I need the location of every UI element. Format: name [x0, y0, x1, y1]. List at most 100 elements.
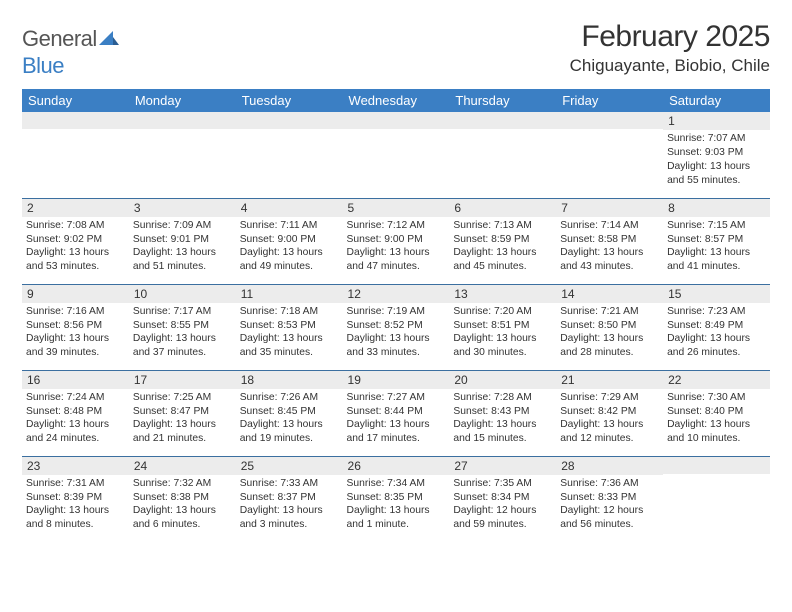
- location: Chiguayante, Biobio, Chile: [570, 56, 770, 76]
- daylight-text: Daylight: 13 hours and 3 minutes.: [240, 504, 339, 532]
- sunrise-text: Sunrise: 7:20 AM: [453, 305, 552, 319]
- daylight-text: Daylight: 13 hours and 8 minutes.: [26, 504, 125, 532]
- daylight-text: Daylight: 13 hours and 49 minutes.: [240, 246, 339, 274]
- day-content: Sunrise: 7:16 AMSunset: 8:56 PMDaylight:…: [22, 303, 129, 365]
- calendar-week-row: 16Sunrise: 7:24 AMSunset: 8:48 PMDayligh…: [22, 370, 770, 456]
- day-number: 15: [663, 285, 770, 303]
- day-number: 12: [343, 285, 450, 303]
- sunset-text: Sunset: 8:34 PM: [453, 491, 552, 505]
- daylight-text: Daylight: 13 hours and 26 minutes.: [667, 332, 766, 360]
- calendar-day-cell: [236, 112, 343, 198]
- sunset-text: Sunset: 8:33 PM: [560, 491, 659, 505]
- sunset-text: Sunset: 8:42 PM: [560, 405, 659, 419]
- calendar-table: Sunday Monday Tuesday Wednesday Thursday…: [22, 89, 770, 542]
- day-number: 18: [236, 371, 343, 389]
- daylight-text: Daylight: 13 hours and 45 minutes.: [453, 246, 552, 274]
- logo: GeneralBlue: [22, 26, 119, 79]
- day-number: 8: [663, 199, 770, 217]
- calendar-day-cell: 2Sunrise: 7:08 AMSunset: 9:02 PMDaylight…: [22, 198, 129, 284]
- day-number: 7: [556, 199, 663, 217]
- day-content: Sunrise: 7:18 AMSunset: 8:53 PMDaylight:…: [236, 303, 343, 365]
- calendar-day-cell: 20Sunrise: 7:28 AMSunset: 8:43 PMDayligh…: [449, 370, 556, 456]
- calendar-day-cell: 3Sunrise: 7:09 AMSunset: 9:01 PMDaylight…: [129, 198, 236, 284]
- day-number: 19: [343, 371, 450, 389]
- sunset-text: Sunset: 8:49 PM: [667, 319, 766, 333]
- calendar-body: 1Sunrise: 7:07 AMSunset: 9:03 PMDaylight…: [22, 112, 770, 542]
- calendar-week-row: 1Sunrise: 7:07 AMSunset: 9:03 PMDaylight…: [22, 112, 770, 198]
- day-number: 2: [22, 199, 129, 217]
- day-content: Sunrise: 7:15 AMSunset: 8:57 PMDaylight:…: [663, 217, 770, 279]
- calendar-day-cell: [449, 112, 556, 198]
- sunset-text: Sunset: 8:48 PM: [26, 405, 125, 419]
- daylight-text: Daylight: 13 hours and 43 minutes.: [560, 246, 659, 274]
- calendar-day-cell: 5Sunrise: 7:12 AMSunset: 9:00 PMDaylight…: [343, 198, 450, 284]
- sunrise-text: Sunrise: 7:13 AM: [453, 219, 552, 233]
- calendar-day-cell: [22, 112, 129, 198]
- sunrise-text: Sunrise: 7:09 AM: [133, 219, 232, 233]
- calendar-day-cell: 21Sunrise: 7:29 AMSunset: 8:42 PMDayligh…: [556, 370, 663, 456]
- calendar-day-cell: 7Sunrise: 7:14 AMSunset: 8:58 PMDaylight…: [556, 198, 663, 284]
- sunrise-text: Sunrise: 7:36 AM: [560, 477, 659, 491]
- day-content: Sunrise: 7:24 AMSunset: 8:48 PMDaylight:…: [22, 389, 129, 451]
- calendar-day-cell: 16Sunrise: 7:24 AMSunset: 8:48 PMDayligh…: [22, 370, 129, 456]
- sunset-text: Sunset: 9:00 PM: [347, 233, 446, 247]
- day-number: [343, 112, 450, 129]
- day-content: Sunrise: 7:29 AMSunset: 8:42 PMDaylight:…: [556, 389, 663, 451]
- day-number: 1: [663, 112, 770, 130]
- weekday-header: Sunday: [22, 89, 129, 112]
- sunrise-text: Sunrise: 7:16 AM: [26, 305, 125, 319]
- weekday-header: Monday: [129, 89, 236, 112]
- day-content: Sunrise: 7:25 AMSunset: 8:47 PMDaylight:…: [129, 389, 236, 451]
- sunrise-text: Sunrise: 7:18 AM: [240, 305, 339, 319]
- daylight-text: Daylight: 13 hours and 30 minutes.: [453, 332, 552, 360]
- day-number: 13: [449, 285, 556, 303]
- calendar-header-row: Sunday Monday Tuesday Wednesday Thursday…: [22, 89, 770, 112]
- month-title: February 2025: [570, 20, 770, 54]
- calendar-day-cell: 4Sunrise: 7:11 AMSunset: 9:00 PMDaylight…: [236, 198, 343, 284]
- weekday-header: Tuesday: [236, 89, 343, 112]
- sunrise-text: Sunrise: 7:21 AM: [560, 305, 659, 319]
- daylight-text: Daylight: 12 hours and 56 minutes.: [560, 504, 659, 532]
- sunrise-text: Sunrise: 7:25 AM: [133, 391, 232, 405]
- sunrise-text: Sunrise: 7:35 AM: [453, 477, 552, 491]
- sunset-text: Sunset: 8:38 PM: [133, 491, 232, 505]
- sunset-text: Sunset: 8:59 PM: [453, 233, 552, 247]
- logo-text-2: Blue: [22, 53, 64, 78]
- day-content: Sunrise: 7:14 AMSunset: 8:58 PMDaylight:…: [556, 217, 663, 279]
- daylight-text: Daylight: 13 hours and 21 minutes.: [133, 418, 232, 446]
- sunrise-text: Sunrise: 7:30 AM: [667, 391, 766, 405]
- day-content: Sunrise: 7:08 AMSunset: 9:02 PMDaylight:…: [22, 217, 129, 279]
- day-number: 26: [343, 457, 450, 475]
- sunset-text: Sunset: 8:43 PM: [453, 405, 552, 419]
- calendar-day-cell: 25Sunrise: 7:33 AMSunset: 8:37 PMDayligh…: [236, 456, 343, 542]
- logo-text: GeneralBlue: [22, 26, 119, 79]
- sunset-text: Sunset: 8:53 PM: [240, 319, 339, 333]
- sunrise-text: Sunrise: 7:32 AM: [133, 477, 232, 491]
- calendar-day-cell: [343, 112, 450, 198]
- day-number: 24: [129, 457, 236, 475]
- sunset-text: Sunset: 8:51 PM: [453, 319, 552, 333]
- day-number: 28: [556, 457, 663, 475]
- sunrise-text: Sunrise: 7:34 AM: [347, 477, 446, 491]
- calendar-day-cell: [556, 112, 663, 198]
- calendar-day-cell: 17Sunrise: 7:25 AMSunset: 8:47 PMDayligh…: [129, 370, 236, 456]
- sunset-text: Sunset: 8:56 PM: [26, 319, 125, 333]
- day-content: Sunrise: 7:36 AMSunset: 8:33 PMDaylight:…: [556, 475, 663, 537]
- daylight-text: Daylight: 13 hours and 47 minutes.: [347, 246, 446, 274]
- sunset-text: Sunset: 8:47 PM: [133, 405, 232, 419]
- weekday-header: Wednesday: [343, 89, 450, 112]
- daylight-text: Daylight: 13 hours and 1 minute.: [347, 504, 446, 532]
- day-number: [556, 112, 663, 129]
- day-content: Sunrise: 7:07 AMSunset: 9:03 PMDaylight:…: [663, 130, 770, 192]
- day-content: Sunrise: 7:34 AMSunset: 8:35 PMDaylight:…: [343, 475, 450, 537]
- day-number: 3: [129, 199, 236, 217]
- daylight-text: Daylight: 13 hours and 24 minutes.: [26, 418, 125, 446]
- day-content: Sunrise: 7:13 AMSunset: 8:59 PMDaylight:…: [449, 217, 556, 279]
- daylight-text: Daylight: 13 hours and 39 minutes.: [26, 332, 125, 360]
- calendar-day-cell: 24Sunrise: 7:32 AMSunset: 8:38 PMDayligh…: [129, 456, 236, 542]
- sunrise-text: Sunrise: 7:08 AM: [26, 219, 125, 233]
- sunset-text: Sunset: 9:01 PM: [133, 233, 232, 247]
- calendar-day-cell: 22Sunrise: 7:30 AMSunset: 8:40 PMDayligh…: [663, 370, 770, 456]
- weekday-header: Thursday: [449, 89, 556, 112]
- calendar-day-cell: 11Sunrise: 7:18 AMSunset: 8:53 PMDayligh…: [236, 284, 343, 370]
